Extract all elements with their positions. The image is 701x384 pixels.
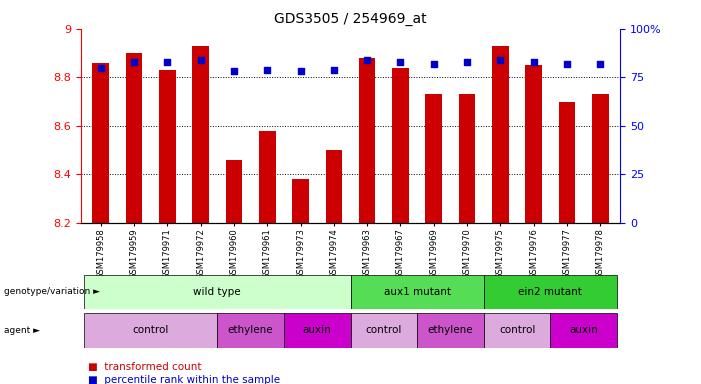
Point bbox=[328, 66, 339, 73]
Bar bbox=[325, 150, 342, 223]
Bar bbox=[484, 275, 617, 309]
Text: control: control bbox=[499, 325, 536, 335]
Point bbox=[162, 59, 173, 65]
Text: agent ►: agent ► bbox=[4, 326, 39, 335]
Title: GDS3505 / 254969_at: GDS3505 / 254969_at bbox=[274, 12, 427, 26]
Bar bbox=[550, 313, 617, 348]
Point bbox=[362, 57, 373, 63]
Text: ethylene: ethylene bbox=[228, 325, 273, 335]
Point bbox=[562, 61, 573, 67]
Point bbox=[295, 68, 306, 74]
Bar bbox=[392, 68, 409, 223]
Bar bbox=[226, 160, 243, 223]
Bar bbox=[350, 313, 417, 348]
Bar bbox=[484, 313, 550, 348]
Text: ethylene: ethylene bbox=[428, 325, 473, 335]
Text: auxin: auxin bbox=[569, 325, 598, 335]
Point bbox=[195, 57, 206, 63]
Bar bbox=[526, 65, 542, 223]
Text: genotype/variation ►: genotype/variation ► bbox=[4, 287, 100, 296]
Bar bbox=[93, 63, 109, 223]
Bar bbox=[492, 46, 509, 223]
Bar bbox=[84, 275, 350, 309]
Point bbox=[495, 57, 506, 63]
Bar bbox=[284, 313, 350, 348]
Text: auxin: auxin bbox=[303, 325, 332, 335]
Text: ein2 mutant: ein2 mutant bbox=[519, 287, 583, 297]
Text: ■  percentile rank within the sample: ■ percentile rank within the sample bbox=[88, 375, 280, 384]
Bar bbox=[359, 58, 376, 223]
Text: control: control bbox=[132, 325, 169, 335]
Text: wild type: wild type bbox=[193, 287, 241, 297]
Point bbox=[428, 61, 440, 67]
Bar bbox=[592, 94, 608, 223]
Bar bbox=[125, 53, 142, 223]
Point bbox=[461, 59, 472, 65]
Bar bbox=[458, 94, 475, 223]
Point bbox=[528, 59, 539, 65]
Bar bbox=[559, 101, 576, 223]
Bar bbox=[417, 313, 484, 348]
Text: ■  transformed count: ■ transformed count bbox=[88, 362, 201, 372]
Point bbox=[229, 68, 240, 74]
Bar bbox=[426, 94, 442, 223]
Bar bbox=[292, 179, 309, 223]
Bar bbox=[84, 313, 217, 348]
Bar bbox=[217, 313, 284, 348]
Point bbox=[261, 66, 273, 73]
Bar bbox=[350, 275, 484, 309]
Bar bbox=[192, 46, 209, 223]
Bar bbox=[159, 70, 175, 223]
Point bbox=[128, 59, 139, 65]
Text: control: control bbox=[366, 325, 402, 335]
Text: aux1 mutant: aux1 mutant bbox=[383, 287, 451, 297]
Point bbox=[395, 59, 406, 65]
Point bbox=[594, 61, 606, 67]
Point bbox=[95, 65, 107, 71]
Bar bbox=[259, 131, 275, 223]
